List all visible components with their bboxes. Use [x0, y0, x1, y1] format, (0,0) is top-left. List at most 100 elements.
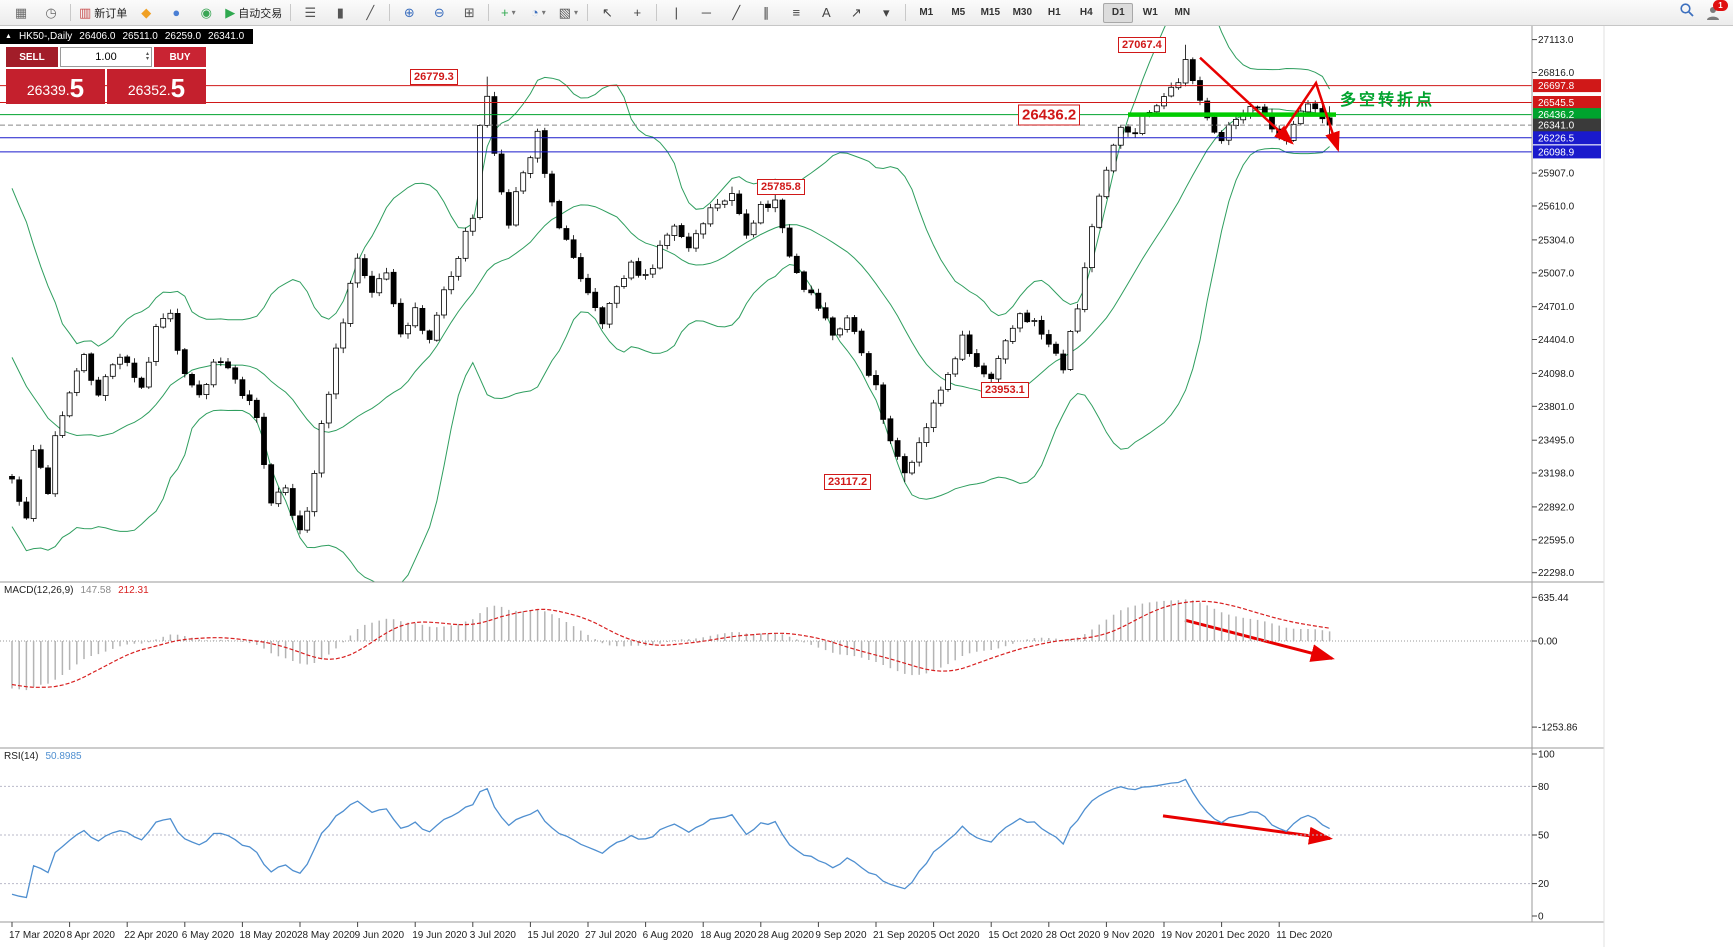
objects-button[interactable]: ◔ ▾	[523, 2, 553, 24]
ohlc-close: 26341.0	[208, 31, 245, 42]
volume-spinner: ▴ ▾	[146, 48, 149, 66]
metaquotes-icon-glyph: ◆	[141, 4, 152, 20]
timeframe-h1[interactable]: H1	[1047, 7, 1061, 18]
indicators-glyph: +	[500, 5, 509, 20]
vertical-line-button[interactable]: |	[661, 2, 691, 24]
trend-arrow	[1162, 814, 1333, 845]
chart-canvas[interactable]: 27113.0 26816.0 25907.0 25610.0 25304.0 25007…	[0, 26, 1733, 947]
arrows-button[interactable]: ↗	[841, 2, 871, 24]
sell-price: 26339.	[26, 82, 70, 98]
svg-text:24098.0: 24098.0	[1538, 369, 1575, 380]
turning-point-annotation: 多空转折点	[1340, 92, 1436, 109]
svg-text:26226.5: 26226.5	[1538, 133, 1575, 144]
chart-window-icon[interactable]: ▦	[6, 2, 36, 24]
svg-text:26341.0: 26341.0	[1538, 121, 1575, 132]
svg-text:25304.0: 25304.0	[1538, 235, 1575, 246]
web-icon[interactable]: ◉	[191, 2, 221, 24]
price-badge	[1533, 145, 1601, 159]
svg-text:25610.0: 25610.0	[1538, 202, 1575, 213]
horizontal-line-button[interactable]: ─	[691, 2, 721, 24]
macd-scale[interactable]: 635.44 0.00 -1253.86	[1532, 593, 1578, 734]
timeframe-w1[interactable]: W1	[1142, 7, 1158, 18]
line-chart-glyph: ╱	[366, 4, 375, 20]
line-chart-button[interactable]: ╱	[355, 2, 385, 24]
candlestick-glyph: ▮	[336, 4, 344, 20]
time-axis[interactable]: 17 Mar 2020 8 Apr 2020 22 Apr 2020 6 May 20…	[9, 922, 1333, 941]
timeframe-m5[interactable]: M5	[951, 7, 966, 18]
svg-text:0: 0	[1538, 912, 1544, 923]
rsi-line	[11, 778, 1330, 899]
channel-button[interactable]: ∥	[751, 2, 781, 24]
volume-up-button[interactable]: ▴	[145, 51, 149, 57]
volume-down-button[interactable]: ▾	[145, 56, 149, 62]
zoom-in-glyph: ⊕	[403, 4, 415, 20]
tick-chart-icon-glyph: ◷	[45, 4, 57, 20]
metaquotes-icon[interactable]: ◆	[131, 2, 161, 24]
rsi-value: 50.8985	[45, 751, 82, 762]
timeframe-m15[interactable]: M15	[980, 7, 1001, 18]
svg-text:5 Oct 2020: 5 Oct 2020	[931, 930, 980, 941]
buy-price-last-digit: 5	[170, 73, 186, 103]
timeframe-m1[interactable]: M1	[919, 7, 934, 18]
chart-window: 27113.0 26816.0 25907.0 25610.0 25304.0 25007…	[0, 26, 1733, 947]
trend-arrow	[1281, 80, 1340, 152]
fibonacci-glyph: ≡	[792, 5, 801, 20]
candlestick-button[interactable]: ▮	[325, 2, 355, 24]
volume-input[interactable]: 1.00 ▴ ▾	[60, 47, 152, 67]
svg-text:22595.0: 22595.0	[1538, 535, 1575, 546]
new-order-button[interactable]: ▥ 新订单	[75, 2, 131, 24]
text-button[interactable]: A	[811, 2, 841, 24]
toolbar-separator	[389, 4, 391, 21]
chart-window-icon-glyph: ▦	[14, 4, 28, 20]
templates-glyph: ▧	[558, 4, 571, 20]
svg-text:1 Dec 2020: 1 Dec 2020	[1219, 930, 1271, 941]
toolbar-separator	[905, 4, 907, 21]
more-shapes-button[interactable]: ▾	[871, 2, 901, 24]
rsi-scale[interactable]: 100 80 50 20 0	[1532, 750, 1555, 923]
crosshair-button[interactable]: +	[622, 2, 652, 24]
svg-text:80: 80	[1538, 782, 1550, 793]
community-icon[interactable]: ●	[161, 2, 191, 24]
candlesticks	[9, 44, 1333, 535]
bar-chart-button[interactable]: ☰	[295, 2, 325, 24]
zoom-in-button[interactable]: ⊕	[394, 2, 424, 24]
cursor-button[interactable]: ↖	[592, 2, 622, 24]
templates-button[interactable]: ▧ ▾	[553, 2, 583, 24]
buy-button[interactable]: BUY	[154, 47, 206, 67]
svg-text:19 Nov 2020: 19 Nov 2020	[1161, 930, 1218, 941]
search-icon[interactable]	[1679, 2, 1695, 23]
timeframe-h4[interactable]: H4	[1079, 7, 1093, 18]
svg-text:6 May 2020: 6 May 2020	[182, 930, 235, 941]
fibonacci-button[interactable]: ≡	[781, 2, 811, 24]
user-profile-icon[interactable]: 1	[1705, 0, 1728, 21]
price-scale[interactable]: 27113.0 26816.0 25907.0 25610.0 25304.0 25007…	[1532, 35, 1601, 579]
trendline-button[interactable]: ╱	[721, 2, 751, 24]
svg-text:-1253.86: -1253.86	[1538, 723, 1578, 734]
dropdown-caret-icon: ▾	[541, 8, 546, 17]
algo-trading-button[interactable]: ▶ 自动交易	[221, 2, 286, 24]
channel-glyph: ∥	[763, 4, 770, 20]
timeframe-d1[interactable]: D1	[1103, 2, 1134, 23]
new-order-glyph: ▥	[79, 4, 92, 20]
buy-price-button[interactable]: 26352. 5	[107, 69, 206, 104]
sell-button[interactable]: SELL	[6, 47, 58, 67]
svg-text:24701.0: 24701.0	[1538, 302, 1575, 313]
tick-chart-icon[interactable]: ◷	[36, 2, 66, 24]
svg-text:28 Aug 2020: 28 Aug 2020	[758, 930, 815, 941]
symbol-marker-icon: ▲	[5, 33, 12, 40]
horizontal-level-lines	[0, 85, 1532, 153]
sell-price-button[interactable]: 26339. 5	[6, 69, 105, 104]
price-annotation-label: 26779.3	[410, 68, 458, 85]
timeframe-m30[interactable]: M30	[1012, 7, 1033, 18]
pane-separators	[0, 26, 1605, 947]
buy-price: 26352.	[127, 82, 171, 98]
tile-windows-button[interactable]: ⊞	[454, 2, 484, 24]
notification-badge: 1	[1713, 0, 1728, 11]
macd-value: 147.58	[80, 585, 112, 596]
svg-text:20: 20	[1538, 879, 1550, 890]
zoom-out-button[interactable]: ⊖	[424, 2, 454, 24]
indicators-button[interactable]: + ▾	[493, 2, 523, 24]
svg-text:0.00: 0.00	[1538, 637, 1558, 648]
timeframe-mn[interactable]: MN	[1174, 7, 1191, 18]
web-icon-glyph: ◉	[200, 4, 212, 20]
